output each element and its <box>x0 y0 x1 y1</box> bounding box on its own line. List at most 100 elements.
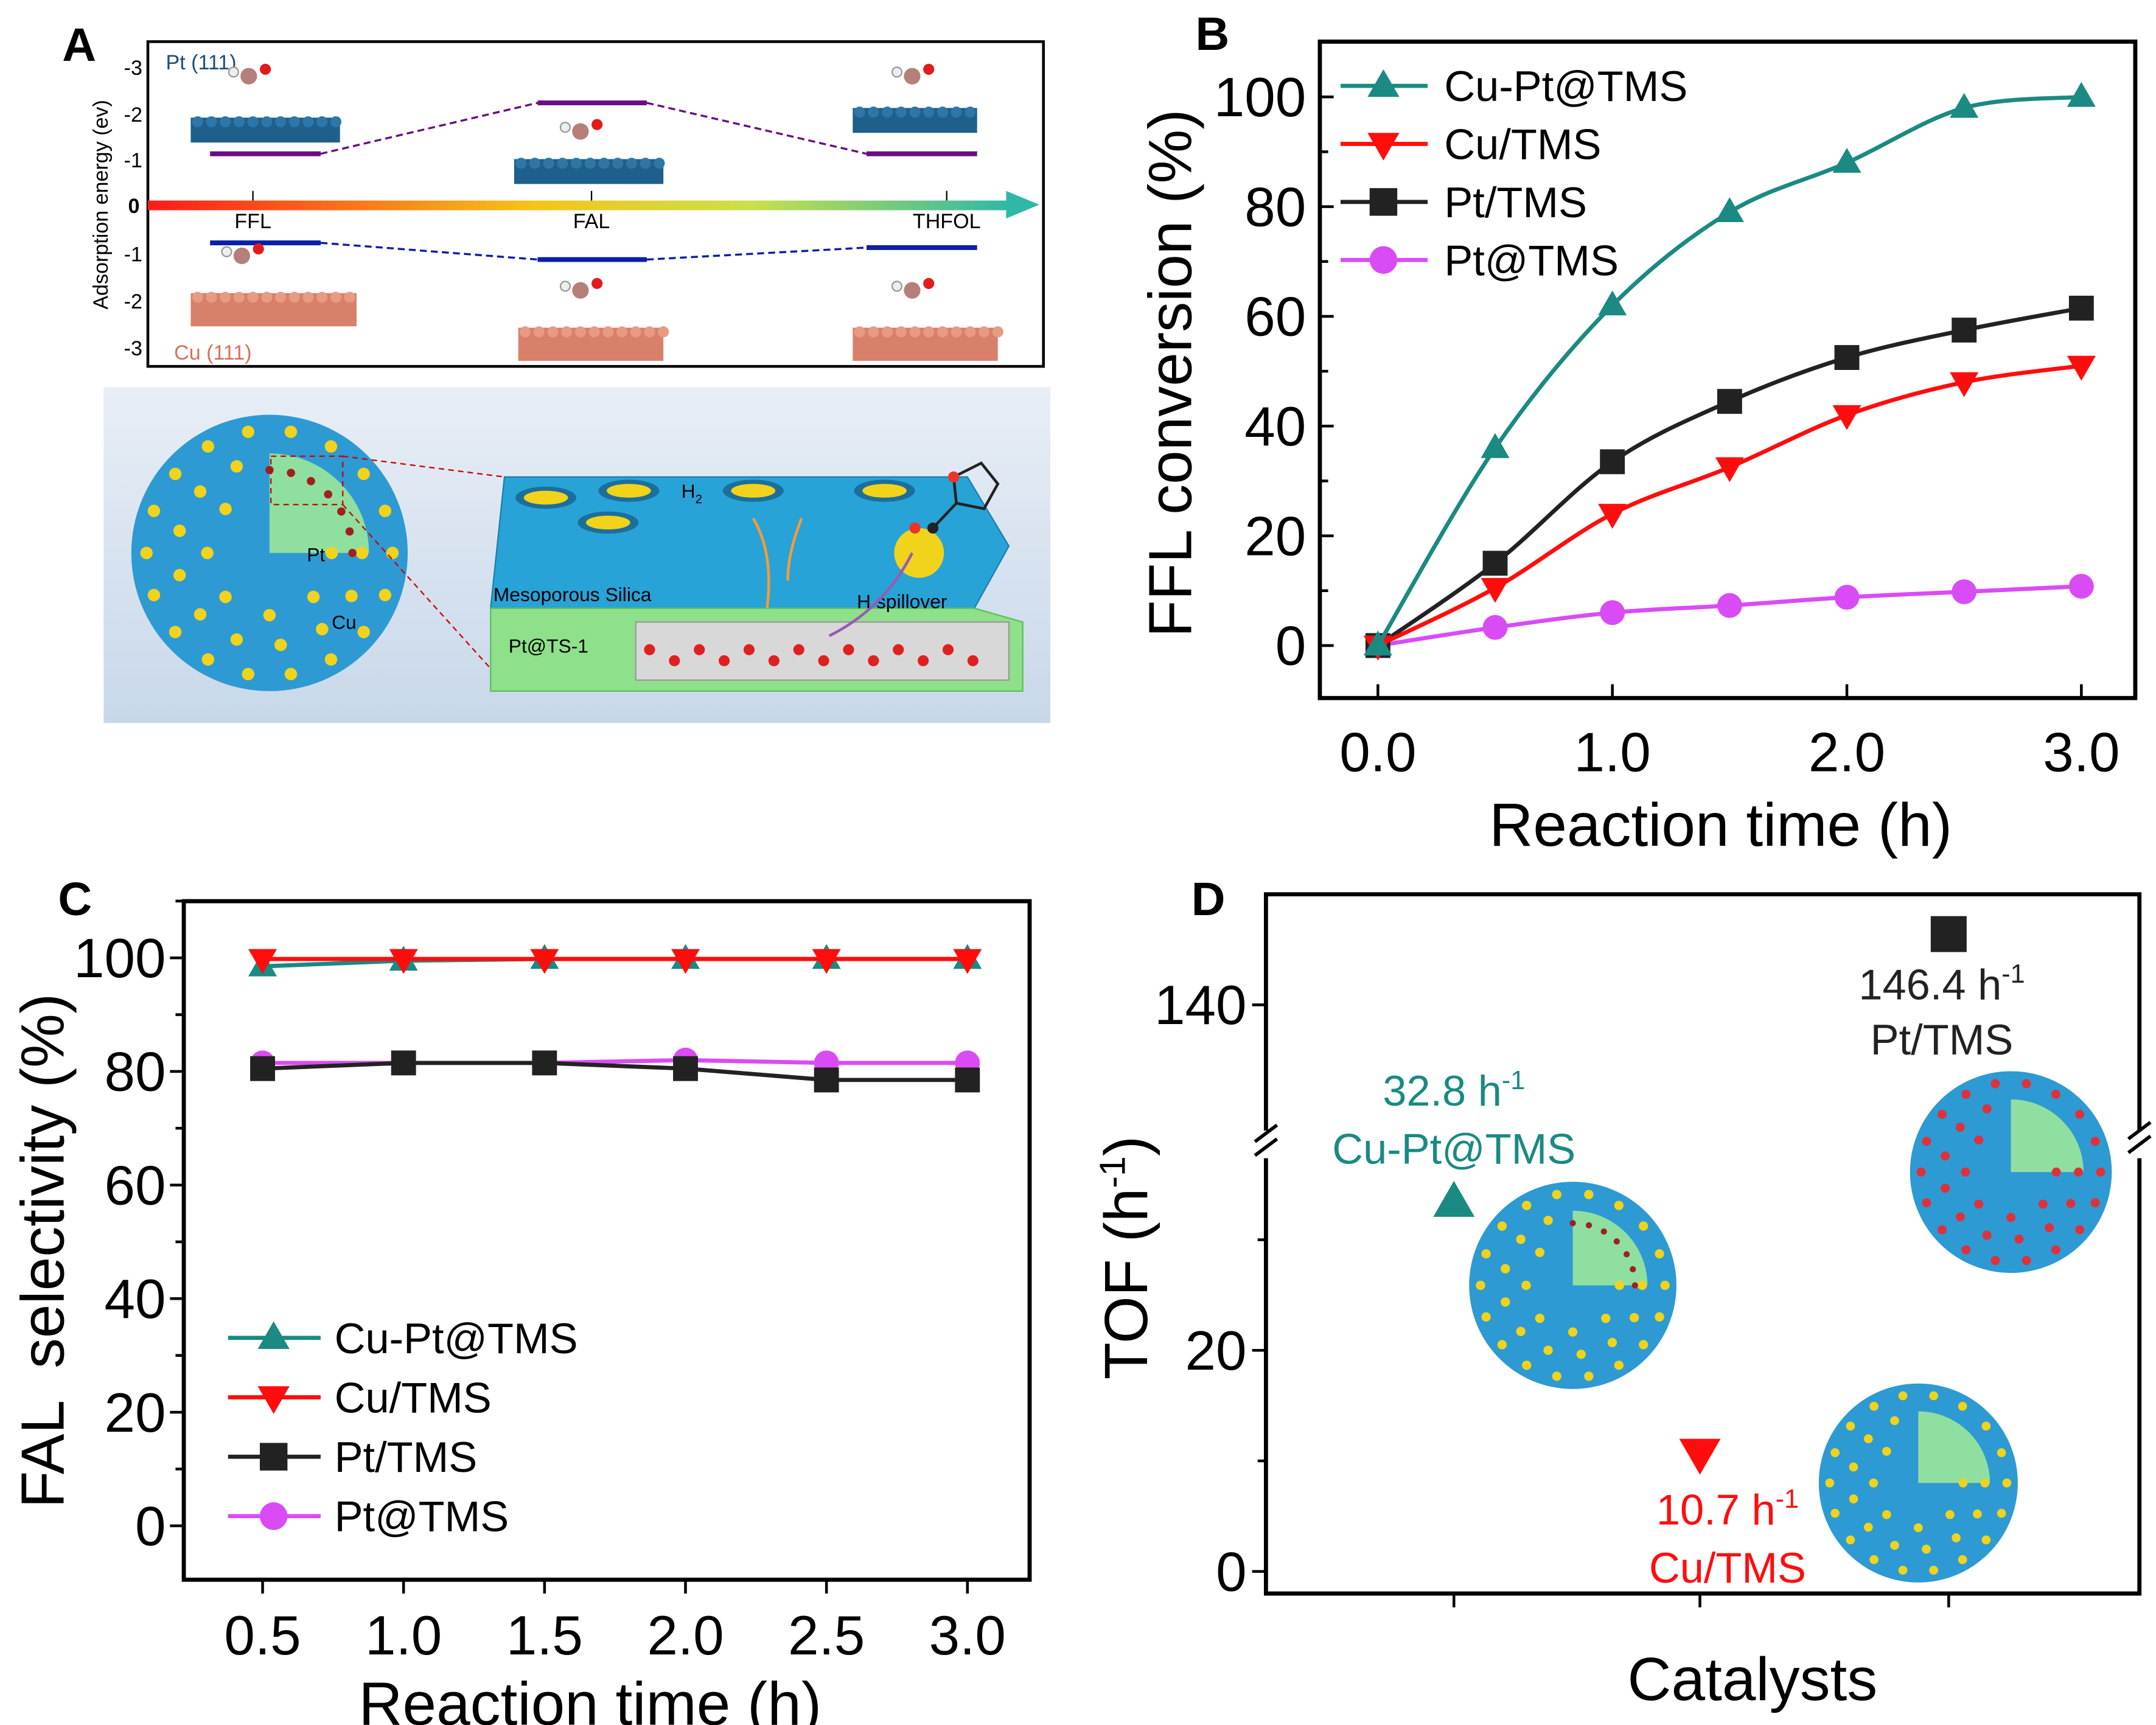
b-ytick-label: 80 <box>1244 176 1306 238</box>
nanoparticle <box>1955 1123 1965 1132</box>
sphere-core-cutaway <box>269 453 369 553</box>
nanoparticle <box>1898 1566 1908 1575</box>
cu-atom <box>233 291 245 303</box>
nanoparticle <box>2051 1245 2060 1255</box>
d-category-label: Cu-Pt@TMS <box>1332 1125 1575 1173</box>
square-marker <box>532 1050 557 1076</box>
cu-atom <box>868 326 879 338</box>
pt-particle <box>768 655 780 666</box>
zoom-line <box>342 504 495 674</box>
square-marker <box>1952 318 1977 343</box>
zoom-line <box>343 455 505 478</box>
nanoparticle <box>169 467 182 481</box>
c-xtick-label: 2.0 <box>647 1605 724 1667</box>
nanoparticle <box>1973 1509 1982 1519</box>
nanoparticle <box>1952 1533 1961 1542</box>
triangle-up-marker <box>1950 92 1979 118</box>
nanoparticle <box>1914 1523 1923 1533</box>
nanoparticle <box>230 460 243 473</box>
c-ytick-label: 40 <box>105 1269 166 1330</box>
triangle-up-marker <box>257 1321 290 1349</box>
pt-atom <box>288 116 300 128</box>
pt-core-particle <box>345 527 354 536</box>
c-plot-area: 0 20 40 60 80 100 0.5 1.0 1.5 2.0 2.5 3.0 Cu-Pt@TMS C… <box>74 899 1006 1667</box>
molecule-carbon <box>904 282 921 299</box>
d-ytick-label: 20 <box>1185 1320 1247 1382</box>
nanoparticle <box>316 622 329 636</box>
molecule-oxygen <box>259 63 271 75</box>
nanoparticle <box>1980 1478 1990 1488</box>
nanoparticle <box>1955 1212 1965 1222</box>
nanoparticle <box>324 653 338 666</box>
nanoparticle <box>1929 1566 1938 1575</box>
circle-marker <box>1834 585 1860 610</box>
cu-particle <box>585 515 630 530</box>
nanoparticle <box>173 524 186 537</box>
triangle-up-marker <box>1832 147 1861 173</box>
pt-atom <box>570 158 582 169</box>
nanoparticle <box>1990 1079 2000 1089</box>
nanoparticle <box>345 590 358 602</box>
b-ytick-label: 0 <box>1275 616 1307 677</box>
square-marker <box>814 1067 839 1093</box>
square-marker <box>955 1067 980 1093</box>
d-category-label: Pt/TMS <box>1871 1016 2014 1064</box>
nanoparticle <box>1522 1361 1532 1370</box>
molecule-oxygen <box>253 243 264 255</box>
panel-b: B 0 20 40 60 80 100 0.0 1.0 2.0 3.0 Cu-Pt@TMS Cu/TM… <box>1137 8 2138 859</box>
pt-atom <box>247 116 259 128</box>
cu111-label: Cu (111) <box>174 341 251 364</box>
panel-label-d: D <box>1191 873 1226 925</box>
pt-atom <box>881 106 893 118</box>
triangle-down-marker <box>2067 355 2096 381</box>
nanoparticle <box>1846 1421 1855 1431</box>
nanoparticle <box>1981 1535 1991 1545</box>
nanoparticle <box>2066 1199 2076 1208</box>
pt111-label: Pt (111) <box>166 51 237 74</box>
nanoparticle <box>1830 1448 1840 1457</box>
species-thfol: THFOL <box>913 210 981 233</box>
pt-particle <box>893 644 904 655</box>
pt-particle <box>868 655 879 666</box>
cu-particle <box>731 484 776 498</box>
core-shell-sphere <box>131 414 408 691</box>
pt-particle <box>719 655 730 666</box>
pt-atom <box>654 158 665 169</box>
cu-connector <box>646 246 867 261</box>
cu-atom <box>533 326 545 338</box>
d-value-label: 146.4 h-1 <box>1858 960 2025 1008</box>
nanoparticle <box>1958 1555 1967 1564</box>
circle-marker <box>1952 579 1977 605</box>
nanoparticle <box>1922 1544 1931 1554</box>
nanoparticle <box>1938 1109 1947 1119</box>
nanoparticle <box>1552 1371 1561 1381</box>
nanoparticle <box>1535 1314 1545 1323</box>
nanoparticle <box>1916 1167 1926 1177</box>
nanoparticle <box>1584 1371 1594 1381</box>
reaction-arrow-head <box>1006 190 1039 219</box>
a-ytick: -3 <box>124 337 142 360</box>
nanoparticle <box>324 440 338 453</box>
nanoparticle <box>1516 1326 1526 1336</box>
pt-atom <box>640 158 651 169</box>
cu-connector <box>320 242 538 261</box>
cu-atom <box>923 326 935 338</box>
d-ytick-label: 140 <box>1154 975 1247 1036</box>
triangle-down-marker <box>248 949 277 974</box>
nanoparticle <box>1476 1280 1485 1291</box>
triangle-down-marker <box>257 1386 290 1414</box>
triangle-down-marker <box>1367 133 1400 161</box>
pt-atom <box>515 158 527 169</box>
nanoparticle <box>284 425 298 438</box>
triangle-down-marker <box>953 949 982 974</box>
pt-atom <box>937 106 949 118</box>
nanoparticle <box>1863 1434 1873 1443</box>
pt-atom <box>584 158 596 169</box>
square-marker <box>1717 389 1742 414</box>
nanoparticle <box>1997 1508 2006 1518</box>
pt-connector <box>646 102 867 155</box>
cu-atom <box>978 326 990 338</box>
cu-atom <box>965 326 976 338</box>
nanoparticle <box>1543 1216 1553 1225</box>
